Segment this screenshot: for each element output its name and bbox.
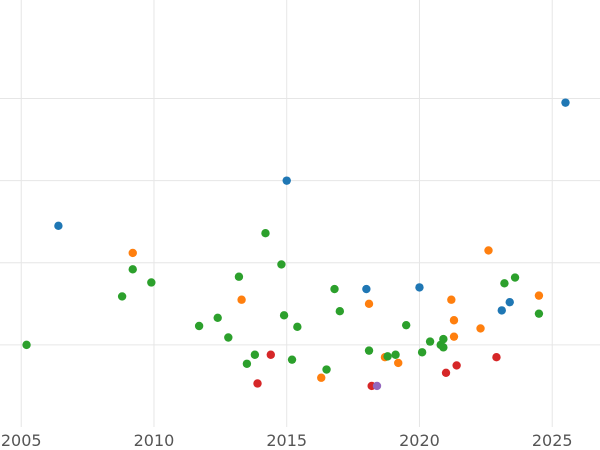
grid (0, 0, 600, 427)
data-point (561, 98, 570, 107)
data-point (500, 279, 509, 288)
data-point (330, 284, 339, 294)
data-point (441, 368, 451, 378)
data-point (335, 307, 345, 316)
data-point (147, 278, 156, 287)
data-point (293, 322, 302, 332)
data-point (261, 229, 270, 238)
data-point (449, 316, 459, 325)
data-point (394, 358, 403, 368)
data-point (128, 248, 137, 258)
data-point (250, 350, 260, 359)
data-point (505, 297, 514, 307)
data-point (492, 353, 501, 362)
x-tick-label: 2010 (134, 431, 175, 450)
data-point (117, 292, 127, 301)
data-point (213, 313, 222, 322)
data-point (534, 291, 544, 300)
data-point (364, 299, 374, 309)
data-point (194, 321, 204, 331)
data-point (253, 379, 262, 388)
data-point (364, 346, 374, 355)
data-point (439, 343, 448, 352)
data-point (452, 361, 461, 370)
data-point (279, 311, 289, 320)
x-tick-label: 2025 (532, 431, 573, 450)
data-point (287, 355, 297, 364)
data-point (54, 221, 63, 231)
data-point (484, 246, 493, 255)
data-point (401, 320, 411, 330)
data-point (237, 295, 246, 304)
x-tick-label: 2020 (399, 431, 440, 450)
data-point (282, 176, 291, 185)
data-point (317, 373, 326, 382)
data-point (234, 272, 244, 281)
data-point (510, 273, 520, 282)
data-point (383, 352, 392, 361)
data-point (415, 283, 424, 292)
data-point (391, 350, 400, 359)
data-point (449, 332, 459, 341)
data-point (362, 284, 371, 294)
data-point (242, 359, 252, 368)
data-point (425, 337, 435, 346)
data-point (372, 381, 382, 391)
data-point (128, 265, 137, 274)
data-point (277, 260, 286, 269)
data-point (439, 334, 448, 344)
data-point (534, 309, 544, 318)
x-tick-label: 2015 (266, 431, 307, 450)
data-point (447, 295, 456, 304)
data-point (476, 324, 485, 333)
data-points (22, 98, 570, 391)
data-point (224, 333, 233, 342)
x-axis-tick-labels: 2005 2010 2015 2020 2025 (1, 431, 573, 450)
data-point (497, 306, 506, 315)
data-point (22, 340, 31, 350)
data-point (417, 348, 427, 357)
data-point (266, 350, 275, 359)
data-point (322, 365, 331, 374)
x-tick-label: 2005 (1, 431, 42, 450)
